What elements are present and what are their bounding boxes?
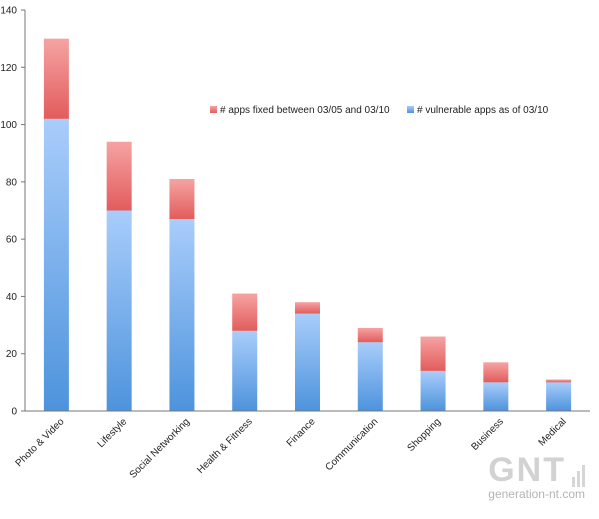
bar-fixed: [483, 362, 509, 383]
bar-vulnerable: [106, 210, 132, 411]
y-tick-label: 100: [0, 120, 17, 131]
bar-vulnerable: [43, 118, 69, 411]
bars: [43, 38, 572, 411]
bar-vulnerable: [420, 370, 446, 411]
x-tick-label: Health & Fitness: [195, 416, 255, 476]
watermark-logo-text: GNT: [488, 451, 566, 489]
watermark-bars-icon: [570, 461, 585, 487]
bar-vulnerable: [483, 382, 509, 411]
bar-fixed: [546, 379, 572, 383]
bar-vulnerable: [295, 313, 320, 411]
y-tick-label: 20: [6, 349, 18, 360]
x-tick-label: Communication: [323, 416, 380, 473]
y-tick-label: 80: [6, 177, 18, 188]
bar-fixed: [357, 327, 383, 343]
x-tick-label: Business: [469, 416, 505, 452]
bar-fixed: [43, 38, 69, 119]
y-tick-label: 60: [6, 235, 18, 246]
x-tick-label: Shopping: [406, 416, 444, 454]
watermark-domain: generation-nt.com: [488, 487, 585, 501]
bar-fixed: [169, 178, 195, 220]
bar-vulnerable: [232, 330, 258, 411]
x-tick-label: Finance: [285, 416, 318, 449]
watermark-logo: GNT: [488, 453, 585, 487]
legend-label: # apps fixed between 03/05 and 03/10: [220, 105, 390, 116]
watermark: GNT generation-nt.com: [488, 453, 585, 501]
y-tick-label: 0: [11, 407, 17, 418]
x-tick-label: Medical: [537, 416, 569, 448]
bar-fixed: [106, 141, 132, 211]
bar-vulnerable: [546, 382, 572, 411]
y-tick-label: 40: [6, 292, 18, 303]
bar-fixed: [232, 293, 258, 331]
bar-fixed: [295, 302, 320, 314]
bar-fixed: [420, 336, 446, 371]
y-tick-label: 140: [0, 6, 17, 17]
bar-vulnerable: [357, 342, 383, 411]
legend-swatch: [407, 106, 414, 113]
legend-label: # vulnerable apps as of 03/10: [417, 105, 549, 116]
bar-vulnerable: [169, 219, 195, 411]
x-tick-label: Social Networking: [128, 416, 192, 480]
x-tick-label: Lifestyle: [96, 416, 130, 450]
x-tick-label: Photo & Video: [14, 416, 67, 469]
y-tick-label: 120: [0, 63, 17, 74]
y-axis: 0 20 40 60 80 100 120 140: [0, 6, 26, 418]
legend-swatch: [210, 106, 217, 113]
legend: # apps fixed between 03/05 and 03/10 # vu…: [210, 105, 549, 116]
